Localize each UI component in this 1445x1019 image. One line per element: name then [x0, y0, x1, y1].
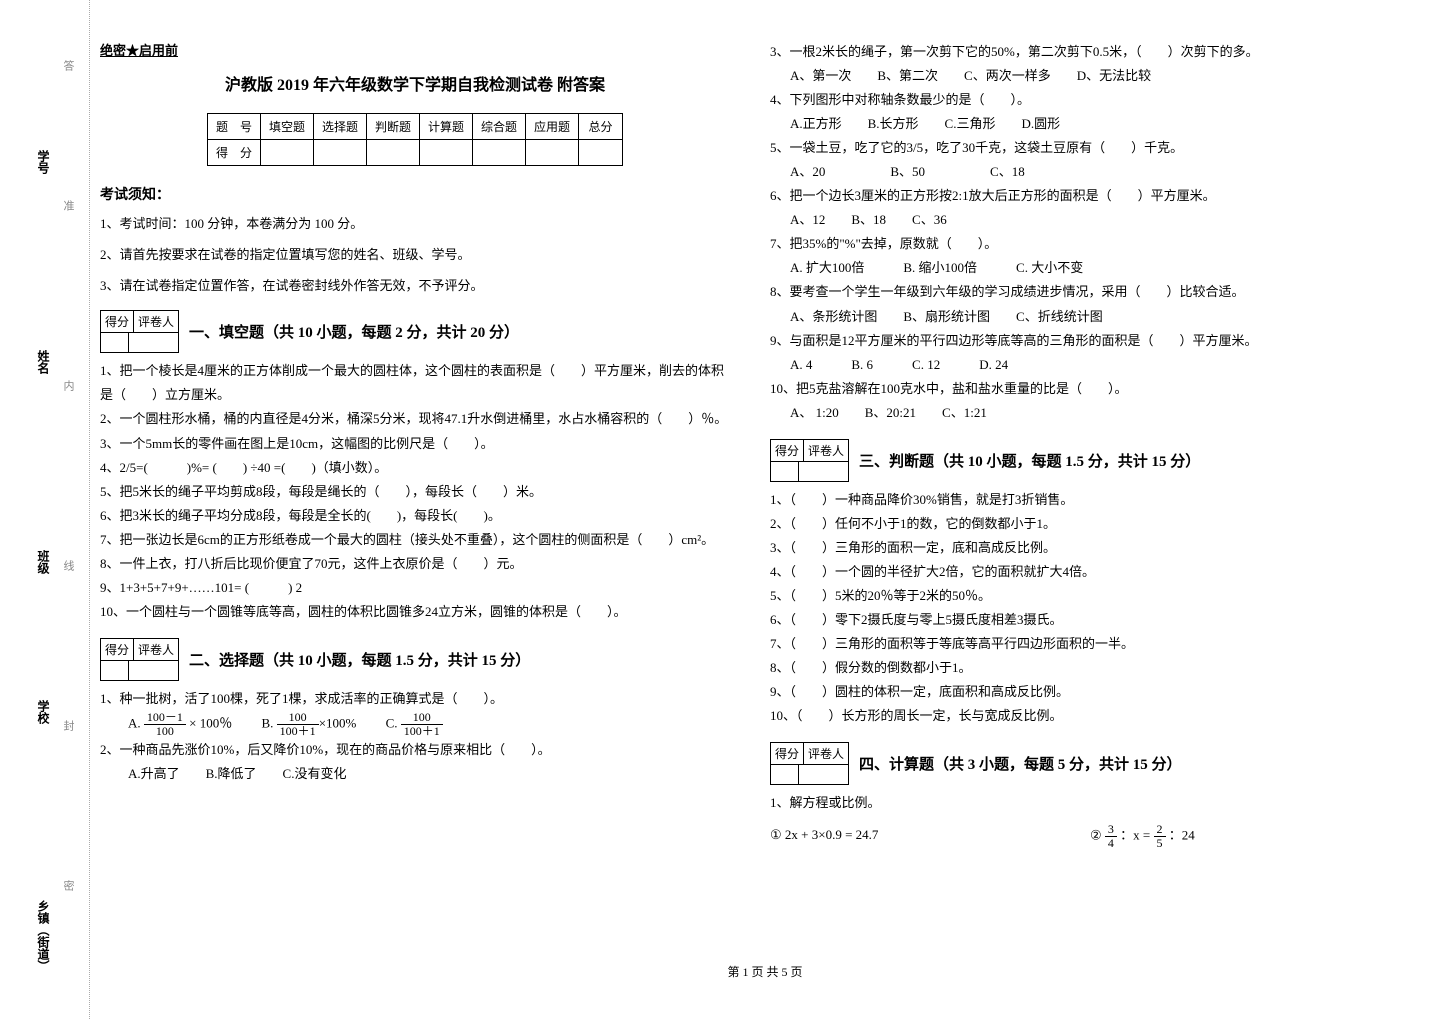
score-cell [526, 140, 579, 166]
score-header: 综合题 [473, 114, 526, 140]
score-mini-grid: 得分评卷人 [100, 638, 179, 681]
calc-eq1: ① 2x + 3×0.9 = 24.7 [770, 823, 1090, 850]
score-cell [313, 140, 366, 166]
judge-questions: 1、（ ）一种商品降价30%销售，就是打3折销售。 2、（ ）任何不小于1的数，… [770, 488, 1410, 728]
judge-q2: 2、（ ）任何不小于1的数，它的倒数都小于1。 [770, 512, 1410, 536]
choice-q8: 8、要考查一个学生一年级到六年级的学习成绩进步情况，采用（ ）比较合适。 [770, 280, 1410, 304]
choice-q6: 6、把一个边长3厘米的正方形按2:1放大后正方形的面积是（ ）平方厘米。 [770, 184, 1410, 208]
judge-q4: 4、（ ）一个圆的半径扩大2倍，它的面积就扩大4倍。 [770, 560, 1410, 584]
judge-q3: 3、（ ）三角形的面积一定，底和高成反比例。 [770, 536, 1410, 560]
notice-item: 1、考试时间：100 分钟，本卷满分为 100 分。 [100, 214, 730, 235]
choice-q3-options: A、第一次 B、第二次 C、两次一样多 D、无法比较 [770, 64, 1410, 88]
calc-questions: 1、解方程或比例。 ① 2x + 3×0.9 = 24.7 ② 34 ：x = … [770, 791, 1410, 850]
choice-q7-options: A. 扩大100倍 B. 缩小100倍 C. 大小不变 [770, 256, 1410, 280]
seal-char: 密 [60, 880, 76, 891]
section-2-title: 二、选择题（共 10 小题，每题 1.5 分，共计 15 分） [189, 649, 530, 670]
fill-q2: 2、一个圆柱形水桶，桶的内直径是4分米，桶深5分米，现将47.1升水倒进桶里，水… [100, 407, 730, 431]
section-1-header: 得分评卷人 一、填空题（共 10 小题，每题 2 分，共计 20 分） [100, 310, 730, 353]
seal-char: 准 [60, 200, 76, 211]
choice-q5-options: A、20 B、50 C、18 [770, 160, 1410, 184]
choice-questions-left: 1、种一批树，活了100棵，死了1棵，求成活率的正确算式是（ ）。 A. 100… [100, 687, 730, 787]
seal-char: 内 [60, 380, 76, 391]
choice-q4-options: A.正方形 B.长方形 C.三角形 D.圆形 [770, 112, 1410, 136]
choice-q7: 7、把35%的"%"去掉，原数就（ ）。 [770, 232, 1410, 256]
score-cell [473, 140, 526, 166]
section-3-header: 得分评卷人 三、判断题（共 10 小题，每题 1.5 分，共计 15 分） [770, 439, 1410, 482]
choice-questions-right: 3、一根2米长的绳子，第一次剪下它的50%，第二次剪下0.5米，（ ）次剪下的多… [770, 40, 1410, 425]
exam-title: 沪教版 2019 年六年级数学下学期自我检测试卷 附答案 [100, 71, 730, 95]
fill-q5: 5、把5米长的绳子平均剪成8段，每段是绳长的（ ），每段长（ ）米。 [100, 480, 730, 504]
fill-questions: 1、把一个棱长是4厘米的正方体削成一个最大的圆柱体，这个圆柱的表面积是（ ）平方… [100, 359, 730, 624]
score-header: 计算题 [420, 114, 473, 140]
calc-eq2: ② 34 ：x = 25 ：24 [1090, 823, 1410, 850]
notice-heading: 考试须知： [100, 184, 730, 204]
binding-label-class: 班级 [35, 550, 52, 574]
choice-q1-options: A. 100－1100 × 100％ B. 100100＋1×100% C. 1… [100, 711, 730, 738]
score-header: 判断题 [366, 114, 419, 140]
judge-q1: 1、（ ）一种商品降价30%销售，就是打3折销售。 [770, 488, 1410, 512]
section-1-title: 一、填空题（共 10 小题，每题 2 分，共计 20 分） [189, 321, 519, 342]
judge-q8: 8、（ ）假分数的倒数都小于1。 [770, 656, 1410, 680]
fill-q1: 1、把一个棱长是4厘米的正方体削成一个最大的圆柱体，这个圆柱的表面积是（ ）平方… [100, 359, 730, 407]
section-2-header: 得分评卷人 二、选择题（共 10 小题，每题 1.5 分，共计 15 分） [100, 638, 730, 681]
left-column: 绝密★启用前 沪教版 2019 年六年级数学下学期自我检测试卷 附答案 题 号 … [100, 40, 730, 940]
score-cell [260, 140, 313, 166]
binding-margin: 乡镇（街道） 学校 班级 姓名 学号 密 封 线 内 准 答 [0, 0, 90, 1019]
score-cell [366, 140, 419, 166]
score-row-label: 得 分 [207, 140, 260, 166]
binding-label-id: 学号 [35, 150, 52, 174]
section-4-title: 四、计算题（共 3 小题，每题 5 分，共计 15 分） [859, 753, 1182, 774]
calc-head: 1、解方程或比例。 [770, 791, 1410, 815]
binding-label-township: 乡镇（街道） [35, 900, 52, 972]
seal-char: 封 [60, 720, 76, 731]
secret-label: 绝密★启用前 [100, 40, 730, 59]
score-mini-grid: 得分评卷人 [770, 742, 849, 785]
score-table: 题 号 填空题 选择题 判断题 计算题 综合题 应用题 总分 得 分 [207, 113, 623, 166]
judge-q9: 9、（ ）圆柱的体积一定，底面积和高成反比例。 [770, 680, 1410, 704]
fill-q10: 10、一个圆柱与一个圆锥等底等高，圆柱的体积比圆锥多24立方米，圆锥的体积是（ … [100, 600, 730, 624]
fill-q8: 8、一件上衣，打八折后比现价便宜了70元，这件上衣原价是（ ）元。 [100, 552, 730, 576]
choice-q9: 9、与面积是12平方厘米的平行四边形等底等高的三角形的面积是（ ）平方厘米。 [770, 329, 1410, 353]
judge-q7: 7、（ ）三角形的面积等于等底等高平行四边形面积的一半。 [770, 632, 1410, 656]
fill-q4: 4、2/5=( )%= ( ) ÷40 =( )（填小数）。 [100, 456, 730, 480]
score-header: 应用题 [526, 114, 579, 140]
choice-q3: 3、一根2米长的绳子，第一次剪下它的50%，第二次剪下0.5米，（ ）次剪下的多… [770, 40, 1410, 64]
choice-q9-options: A. 4 B. 6 C. 12 D. 24 [770, 353, 1410, 377]
choice-q10: 10、把5克盐溶解在100克水中，盐和盐水重量的比是（ ）。 [770, 377, 1410, 401]
seal-char: 答 [60, 60, 76, 71]
choice-q8-options: A、条形统计图 B、扇形统计图 C、折线统计图 [770, 305, 1410, 329]
page-footer: 第 1 页 共 5 页 [100, 963, 1430, 980]
fill-q6: 6、把3米长的绳子平均分成8段，每段是全长的( )，每段长( )。 [100, 504, 730, 528]
judge-q6: 6、（ ）零下2摄氏度与零上5摄氏度相差3摄氏。 [770, 608, 1410, 632]
binding-label-name: 姓名 [35, 350, 52, 374]
score-mini-grid: 得分评卷人 [770, 439, 849, 482]
section-4-header: 得分评卷人 四、计算题（共 3 小题，每题 5 分，共计 15 分） [770, 742, 1410, 785]
fill-q9: 9、1+3+5+7+9+……101= ( ) 2 [100, 576, 730, 600]
score-header: 填空题 [260, 114, 313, 140]
right-column: 3、一根2米长的绳子，第一次剪下它的50%，第二次剪下0.5米，（ ）次剪下的多… [770, 40, 1410, 940]
choice-q4: 4、下列图形中对称轴条数最少的是（ ）。 [770, 88, 1410, 112]
judge-q10: 10、（ ）长方形的周长一定，长与宽成反比例。 [770, 704, 1410, 728]
choice-q6-options: A、12 B、18 C、36 [770, 208, 1410, 232]
notice-item: 2、请首先按要求在试卷的指定位置填写您的姓名、班级、学号。 [100, 245, 730, 266]
score-header: 题 号 [207, 114, 260, 140]
score-mini-grid: 得分评卷人 [100, 310, 179, 353]
fill-q7: 7、把一张边长是6cm的正方形纸卷成一个最大的圆柱（接头处不重叠），这个圆柱的侧… [100, 528, 730, 552]
fill-q3: 3、一个5mm长的零件画在图上是10cm，这幅图的比例尺是（ ）。 [100, 432, 730, 456]
section-3-title: 三、判断题（共 10 小题，每题 1.5 分，共计 15 分） [859, 450, 1200, 471]
judge-q5: 5、（ ）5米的20％等于2米的50％。 [770, 584, 1410, 608]
binding-label-school: 学校 [35, 700, 52, 724]
page: 绝密★启用前 沪教版 2019 年六年级数学下学期自我检测试卷 附答案 题 号 … [100, 40, 1430, 980]
choice-q5: 5、一袋土豆，吃了它的3/5，吃了30千克，这袋土豆原有（ ）千克。 [770, 136, 1410, 160]
choice-q2-options: A.升高了 B.降低了 C.没有变化 [100, 762, 730, 786]
choice-q10-options: A、 1:20 B、20:21 C、1:21 [770, 401, 1410, 425]
score-cell [420, 140, 473, 166]
choice-q2: 2、一种商品先涨价10%，后又降价10%，现在的商品价格与原来相比（ ）。 [100, 738, 730, 762]
notice-item: 3、请在试卷指定位置作答，在试卷密封线外作答无效，不予评分。 [100, 276, 730, 297]
score-header: 选择题 [313, 114, 366, 140]
score-header: 总分 [579, 114, 623, 140]
score-cell [579, 140, 623, 166]
seal-char: 线 [60, 560, 76, 571]
choice-q1: 1、种一批树，活了100棵，死了1棵，求成活率的正确算式是（ ）。 [100, 687, 730, 711]
